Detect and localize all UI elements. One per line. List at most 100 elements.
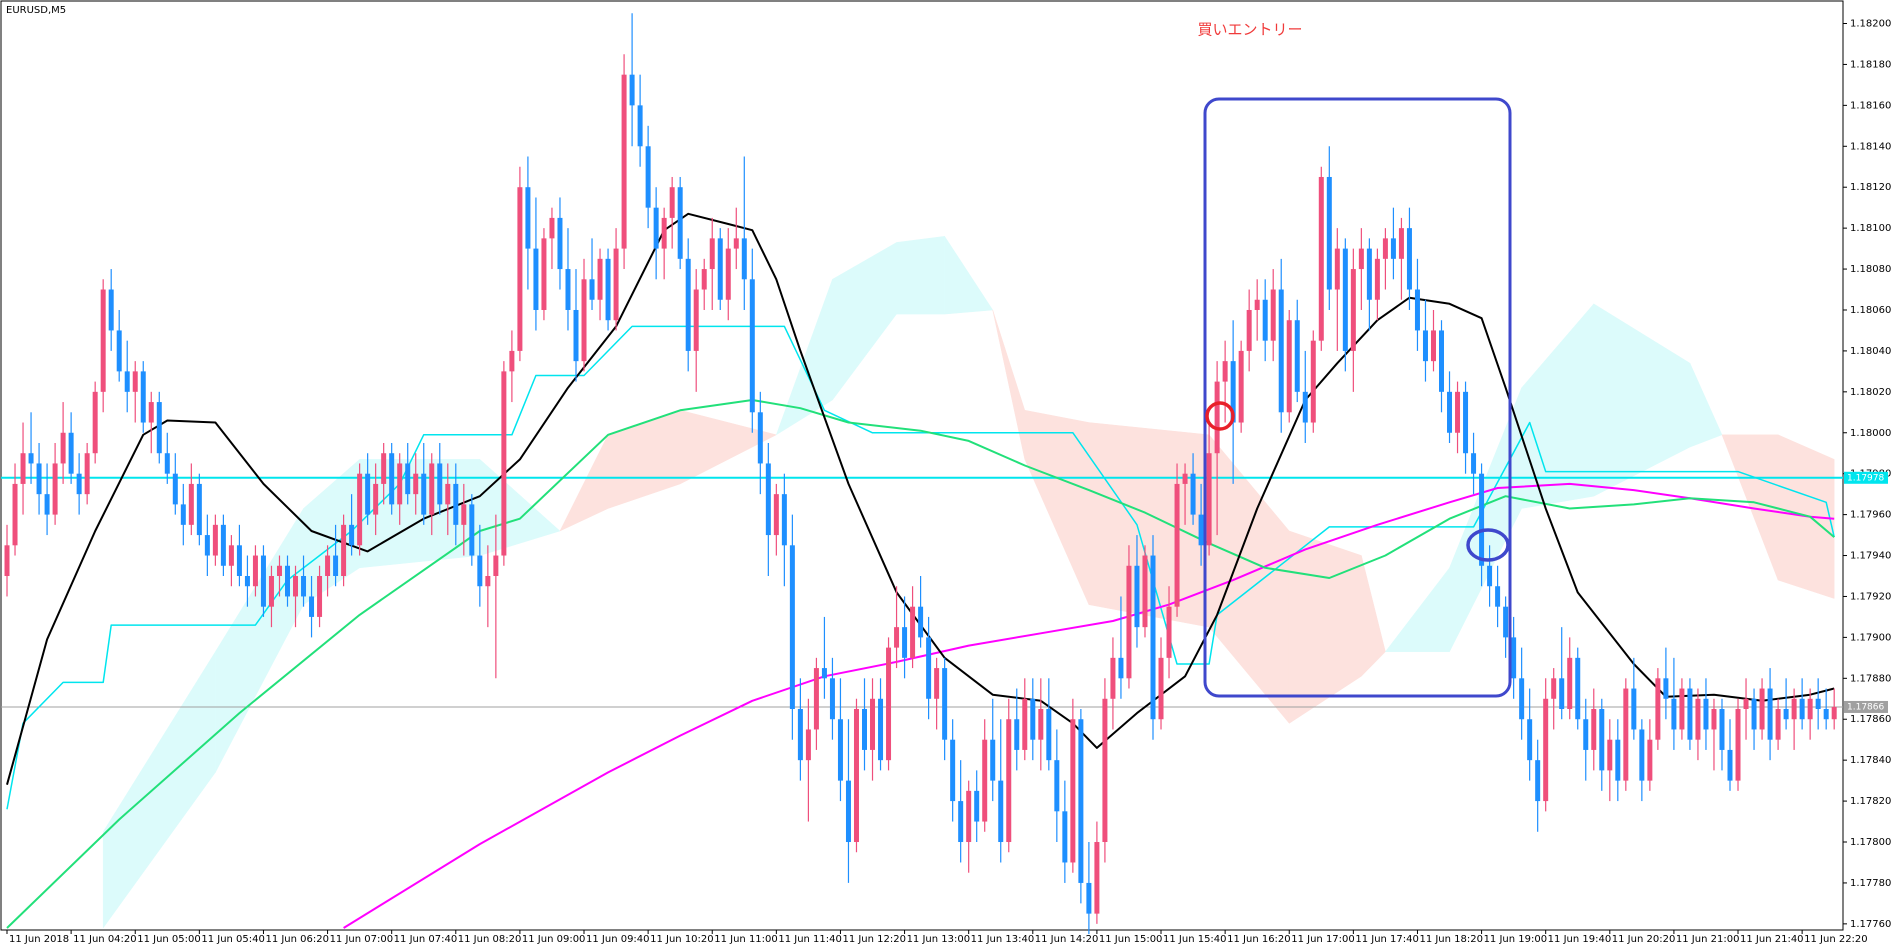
candle-body [789, 545, 795, 710]
x-tick-label: 11 Jun 11:00 [714, 934, 778, 945]
candle-body [188, 483, 194, 525]
candle-body [260, 555, 266, 607]
indicator-line [343, 482, 1835, 929]
candle-body [421, 473, 427, 515]
candle-body [132, 371, 138, 392]
candle-body [862, 709, 868, 750]
candle-body [1014, 719, 1020, 750]
candle-body [661, 217, 667, 249]
y-tick-label: 1.17860 [1850, 714, 1891, 725]
candle-body [1070, 719, 1076, 863]
candle-body [613, 248, 619, 321]
candle-body [28, 453, 34, 464]
candle-body [990, 739, 996, 781]
y-tick-label: 1.18140 [1850, 141, 1891, 152]
candle-body [1302, 391, 1308, 423]
candle-body [653, 207, 659, 249]
candle-body [741, 238, 747, 280]
candle-body [1062, 811, 1068, 863]
candle-body [1126, 565, 1132, 679]
x-tick-label: 11 Jun 05:00 [137, 934, 201, 945]
candle-body [477, 555, 483, 587]
plot-frame [0, 0, 1844, 931]
y-tick-label: 1.17880 [1850, 673, 1891, 684]
candle-body [1286, 320, 1292, 413]
x-tick-label: 11 Jun 17:40 [1355, 934, 1419, 945]
candle-body [108, 289, 114, 331]
y-tick-label: 1.17820 [1850, 796, 1891, 807]
candle-body [557, 217, 563, 270]
candle-body [1414, 289, 1420, 331]
candle-body [1535, 760, 1541, 802]
candle-body [797, 709, 803, 761]
x-tick-label: 11 Jun 19:00 [1484, 934, 1548, 945]
candle-body [1615, 739, 1621, 781]
candle-body [1679, 688, 1685, 730]
candle-body [453, 483, 459, 525]
candle-body [1142, 555, 1148, 628]
candle-body [228, 545, 234, 566]
candle-body [268, 575, 274, 607]
x-tick-label: 11 Jun 2018 [9, 934, 69, 945]
entry-circle [1205, 401, 1235, 431]
candle-body [1326, 176, 1332, 290]
candle-body [1134, 565, 1140, 628]
x-tick-label: 11 Jun 15:00 [1099, 934, 1163, 945]
x-tick-label: 11 Jun 11:40 [778, 934, 842, 945]
candle-body [1471, 453, 1477, 474]
x-tick-label: 11 Jun 22:20 [1804, 934, 1868, 945]
candle-body [1663, 678, 1669, 699]
candle-body [1583, 719, 1589, 750]
candle-body [837, 719, 843, 781]
candle-body [172, 473, 178, 505]
candle-body [100, 289, 106, 392]
candle-body [533, 248, 539, 310]
candle-body [341, 524, 347, 576]
x-tick-label: 11 Jun 10:20 [650, 934, 714, 945]
candle-body [1831, 706, 1837, 720]
y-tick-label: 1.17800 [1850, 837, 1891, 848]
candle-body [1703, 698, 1709, 730]
x-tick-label: 11 Jun 05:40 [201, 934, 265, 945]
candle-body [1166, 606, 1172, 658]
candle-body [1430, 330, 1436, 362]
candle-body [541, 238, 547, 310]
candle-body [910, 606, 916, 658]
candle-body [20, 453, 26, 484]
x-tick-label: 11 Jun 17:00 [1291, 934, 1355, 945]
candle-body [629, 74, 635, 106]
candle-body [1230, 361, 1236, 423]
x-tick-label: 11 Jun 08:20 [458, 934, 522, 945]
candle-body [196, 483, 202, 536]
x-tick-label: 11 Jun 12:20 [842, 934, 906, 945]
y-tick-label: 1.18020 [1850, 387, 1891, 398]
candle-body [244, 575, 250, 587]
candle-body [1823, 709, 1829, 720]
candle-body [349, 524, 355, 546]
candle-body [116, 330, 122, 372]
candle-body [1318, 176, 1324, 341]
candle-body [1310, 340, 1316, 423]
candle-body [1214, 381, 1220, 454]
candle-body [1334, 248, 1340, 290]
x-tick-label: 11 Jun 13:40 [971, 934, 1035, 945]
candle-body [373, 483, 379, 515]
candle-body [1158, 657, 1164, 720]
candle-body [1054, 760, 1060, 812]
candle-body [918, 606, 924, 638]
candle-body [1543, 698, 1549, 802]
x-tick-label: 11 Jun 07:00 [330, 934, 394, 945]
x-tick-label: 11 Jun 07:40 [394, 934, 458, 945]
candle-body [1783, 709, 1789, 720]
candle-body [878, 698, 884, 761]
candle-body [124, 371, 130, 392]
candle-body [1030, 698, 1036, 740]
candle-body [381, 453, 387, 484]
candle-body [1775, 709, 1781, 740]
candle-body [1118, 657, 1124, 679]
y-tick-label: 1.18080 [1850, 264, 1891, 275]
candle-body [1743, 698, 1749, 710]
candle-body [765, 463, 771, 536]
candle-body [998, 780, 1004, 843]
candle-body [1479, 473, 1485, 566]
